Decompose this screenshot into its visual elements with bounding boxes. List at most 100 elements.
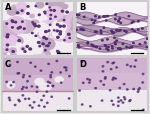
Circle shape — [50, 77, 51, 78]
Circle shape — [32, 33, 33, 34]
Circle shape — [48, 64, 49, 65]
Circle shape — [128, 16, 130, 18]
Circle shape — [91, 20, 93, 21]
Circle shape — [107, 39, 108, 41]
Circle shape — [46, 8, 64, 21]
Circle shape — [44, 106, 45, 107]
Circle shape — [34, 66, 36, 68]
Circle shape — [16, 43, 21, 48]
Circle shape — [18, 99, 20, 101]
Circle shape — [50, 25, 51, 26]
Circle shape — [76, 15, 78, 16]
Circle shape — [115, 15, 116, 16]
Circle shape — [93, 46, 95, 47]
Circle shape — [112, 48, 113, 50]
Circle shape — [44, 50, 46, 51]
Circle shape — [27, 81, 28, 82]
Circle shape — [132, 29, 133, 31]
Circle shape — [26, 87, 27, 88]
Circle shape — [123, 97, 125, 98]
Circle shape — [14, 105, 16, 106]
Circle shape — [36, 24, 48, 33]
Circle shape — [78, 46, 79, 47]
Circle shape — [147, 39, 148, 40]
Circle shape — [5, 36, 18, 46]
Circle shape — [61, 31, 76, 43]
Circle shape — [40, 70, 42, 72]
Circle shape — [48, 40, 53, 44]
Circle shape — [113, 104, 114, 105]
Circle shape — [96, 47, 97, 48]
Circle shape — [116, 31, 118, 32]
Circle shape — [65, 23, 69, 27]
Circle shape — [104, 78, 106, 79]
Circle shape — [100, 31, 102, 32]
Circle shape — [26, 46, 28, 48]
Circle shape — [47, 45, 49, 47]
Circle shape — [123, 84, 125, 85]
Circle shape — [47, 20, 53, 25]
Circle shape — [52, 29, 68, 41]
Circle shape — [111, 100, 113, 102]
Circle shape — [26, 23, 36, 31]
Circle shape — [59, 34, 61, 36]
Circle shape — [41, 100, 42, 101]
Circle shape — [144, 43, 146, 44]
Bar — [2, 92, 74, 112]
Circle shape — [6, 24, 8, 25]
Circle shape — [9, 65, 11, 66]
Circle shape — [99, 49, 101, 50]
Circle shape — [40, 39, 55, 50]
Circle shape — [118, 48, 119, 50]
Circle shape — [139, 88, 140, 89]
Circle shape — [46, 91, 48, 92]
Circle shape — [49, 8, 50, 9]
Circle shape — [91, 45, 93, 46]
Circle shape — [11, 21, 13, 22]
Circle shape — [111, 46, 113, 48]
Circle shape — [36, 91, 38, 93]
Circle shape — [35, 36, 37, 37]
Circle shape — [114, 38, 115, 39]
Circle shape — [55, 0, 64, 7]
Circle shape — [61, 11, 64, 13]
Circle shape — [105, 17, 107, 18]
Circle shape — [119, 88, 121, 89]
Circle shape — [11, 53, 16, 57]
Circle shape — [114, 42, 116, 43]
Circle shape — [22, 22, 23, 23]
Circle shape — [69, 12, 77, 19]
Circle shape — [101, 100, 103, 101]
Circle shape — [22, 77, 24, 78]
Circle shape — [120, 100, 122, 101]
Circle shape — [120, 49, 121, 50]
Circle shape — [100, 33, 102, 34]
Circle shape — [40, 53, 45, 57]
Circle shape — [103, 17, 105, 18]
Circle shape — [78, 15, 80, 16]
Ellipse shape — [55, 77, 63, 82]
Circle shape — [133, 22, 134, 23]
Circle shape — [68, 34, 70, 36]
Circle shape — [116, 41, 118, 42]
Circle shape — [110, 69, 112, 70]
Circle shape — [112, 79, 114, 80]
Circle shape — [131, 47, 133, 48]
Circle shape — [79, 90, 80, 91]
Circle shape — [113, 78, 114, 79]
Circle shape — [82, 82, 84, 84]
Circle shape — [46, 102, 48, 104]
Circle shape — [27, 13, 29, 15]
Circle shape — [17, 28, 19, 30]
Circle shape — [118, 21, 119, 22]
Circle shape — [122, 44, 124, 45]
Circle shape — [83, 17, 85, 18]
Ellipse shape — [35, 79, 44, 85]
Circle shape — [0, 38, 10, 48]
Circle shape — [81, 104, 83, 105]
Circle shape — [29, 21, 40, 28]
Circle shape — [50, 10, 52, 12]
Ellipse shape — [7, 82, 15, 88]
Circle shape — [38, 26, 40, 28]
Circle shape — [66, 16, 72, 20]
